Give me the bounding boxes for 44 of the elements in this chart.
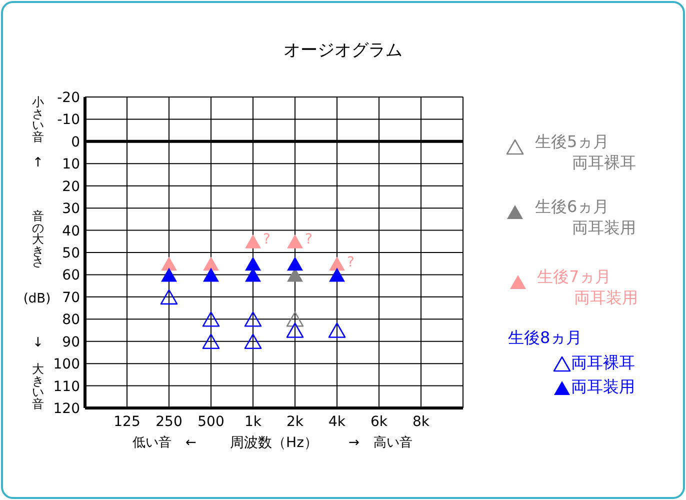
- x-tick-label: 4k: [328, 414, 346, 430]
- x-tick-label: 125: [114, 414, 140, 430]
- x-axis-title: 周波数（Hz）: [230, 434, 318, 452]
- y-tick-label: 60: [62, 268, 80, 284]
- y-tick-label: -10: [57, 112, 80, 128]
- y-tick-label: 30: [62, 201, 80, 218]
- annotation: ?: [263, 232, 270, 248]
- y-tick-label: 40: [62, 223, 80, 240]
- y-tick-label: 0: [71, 134, 80, 150]
- text: 低い音: [132, 436, 172, 450]
- legend-label: 生後6ヵ月両耳装用: [535, 197, 636, 237]
- x-tick-label: 2k: [286, 414, 304, 430]
- text: ↑: [32, 156, 44, 170]
- legend-label: 生後5ヵ月両耳裸耳: [535, 132, 636, 172]
- x-tick-label: 500: [198, 414, 224, 430]
- y-tick-label: 90: [62, 334, 80, 350]
- x-tick-label: 6k: [370, 414, 388, 430]
- text: 小さい音: [31, 95, 45, 144]
- y-tick-label: 50: [62, 245, 80, 262]
- text: 生後8ヵ月: [508, 328, 582, 347]
- text: →: [348, 436, 360, 450]
- chart-title: オージオグラム: [284, 40, 402, 62]
- y-tick-label: 120: [53, 400, 80, 417]
- x-tick-label: 250: [156, 414, 182, 430]
- y-tick-label: 80: [62, 312, 80, 328]
- text: ←: [186, 436, 196, 450]
- annotation: ?: [305, 232, 312, 248]
- text: 大きい音: [31, 362, 45, 410]
- x-tick-label: 1k: [244, 414, 262, 430]
- y-tick-label: 110: [53, 378, 80, 395]
- legend-label: 両耳裸耳: [571, 353, 635, 372]
- y-axis-title: 音の大きさ: [31, 209, 45, 269]
- text: 高い音: [374, 436, 412, 450]
- y-tick-label: -20: [57, 90, 80, 106]
- text: ↓: [32, 336, 44, 350]
- y-tick-label: 100: [53, 356, 80, 373]
- x-tick-label: 8k: [412, 414, 430, 430]
- text: (dB): [23, 292, 51, 306]
- legend-label: 両耳装用: [571, 377, 635, 396]
- annotation: ?: [347, 254, 354, 270]
- y-tick-label: 20: [62, 178, 80, 195]
- legend-label: 生後7ヵ月両耳装用: [537, 267, 638, 307]
- y-tick-label: 10: [62, 156, 80, 173]
- y-tick-label: 70: [62, 290, 80, 306]
